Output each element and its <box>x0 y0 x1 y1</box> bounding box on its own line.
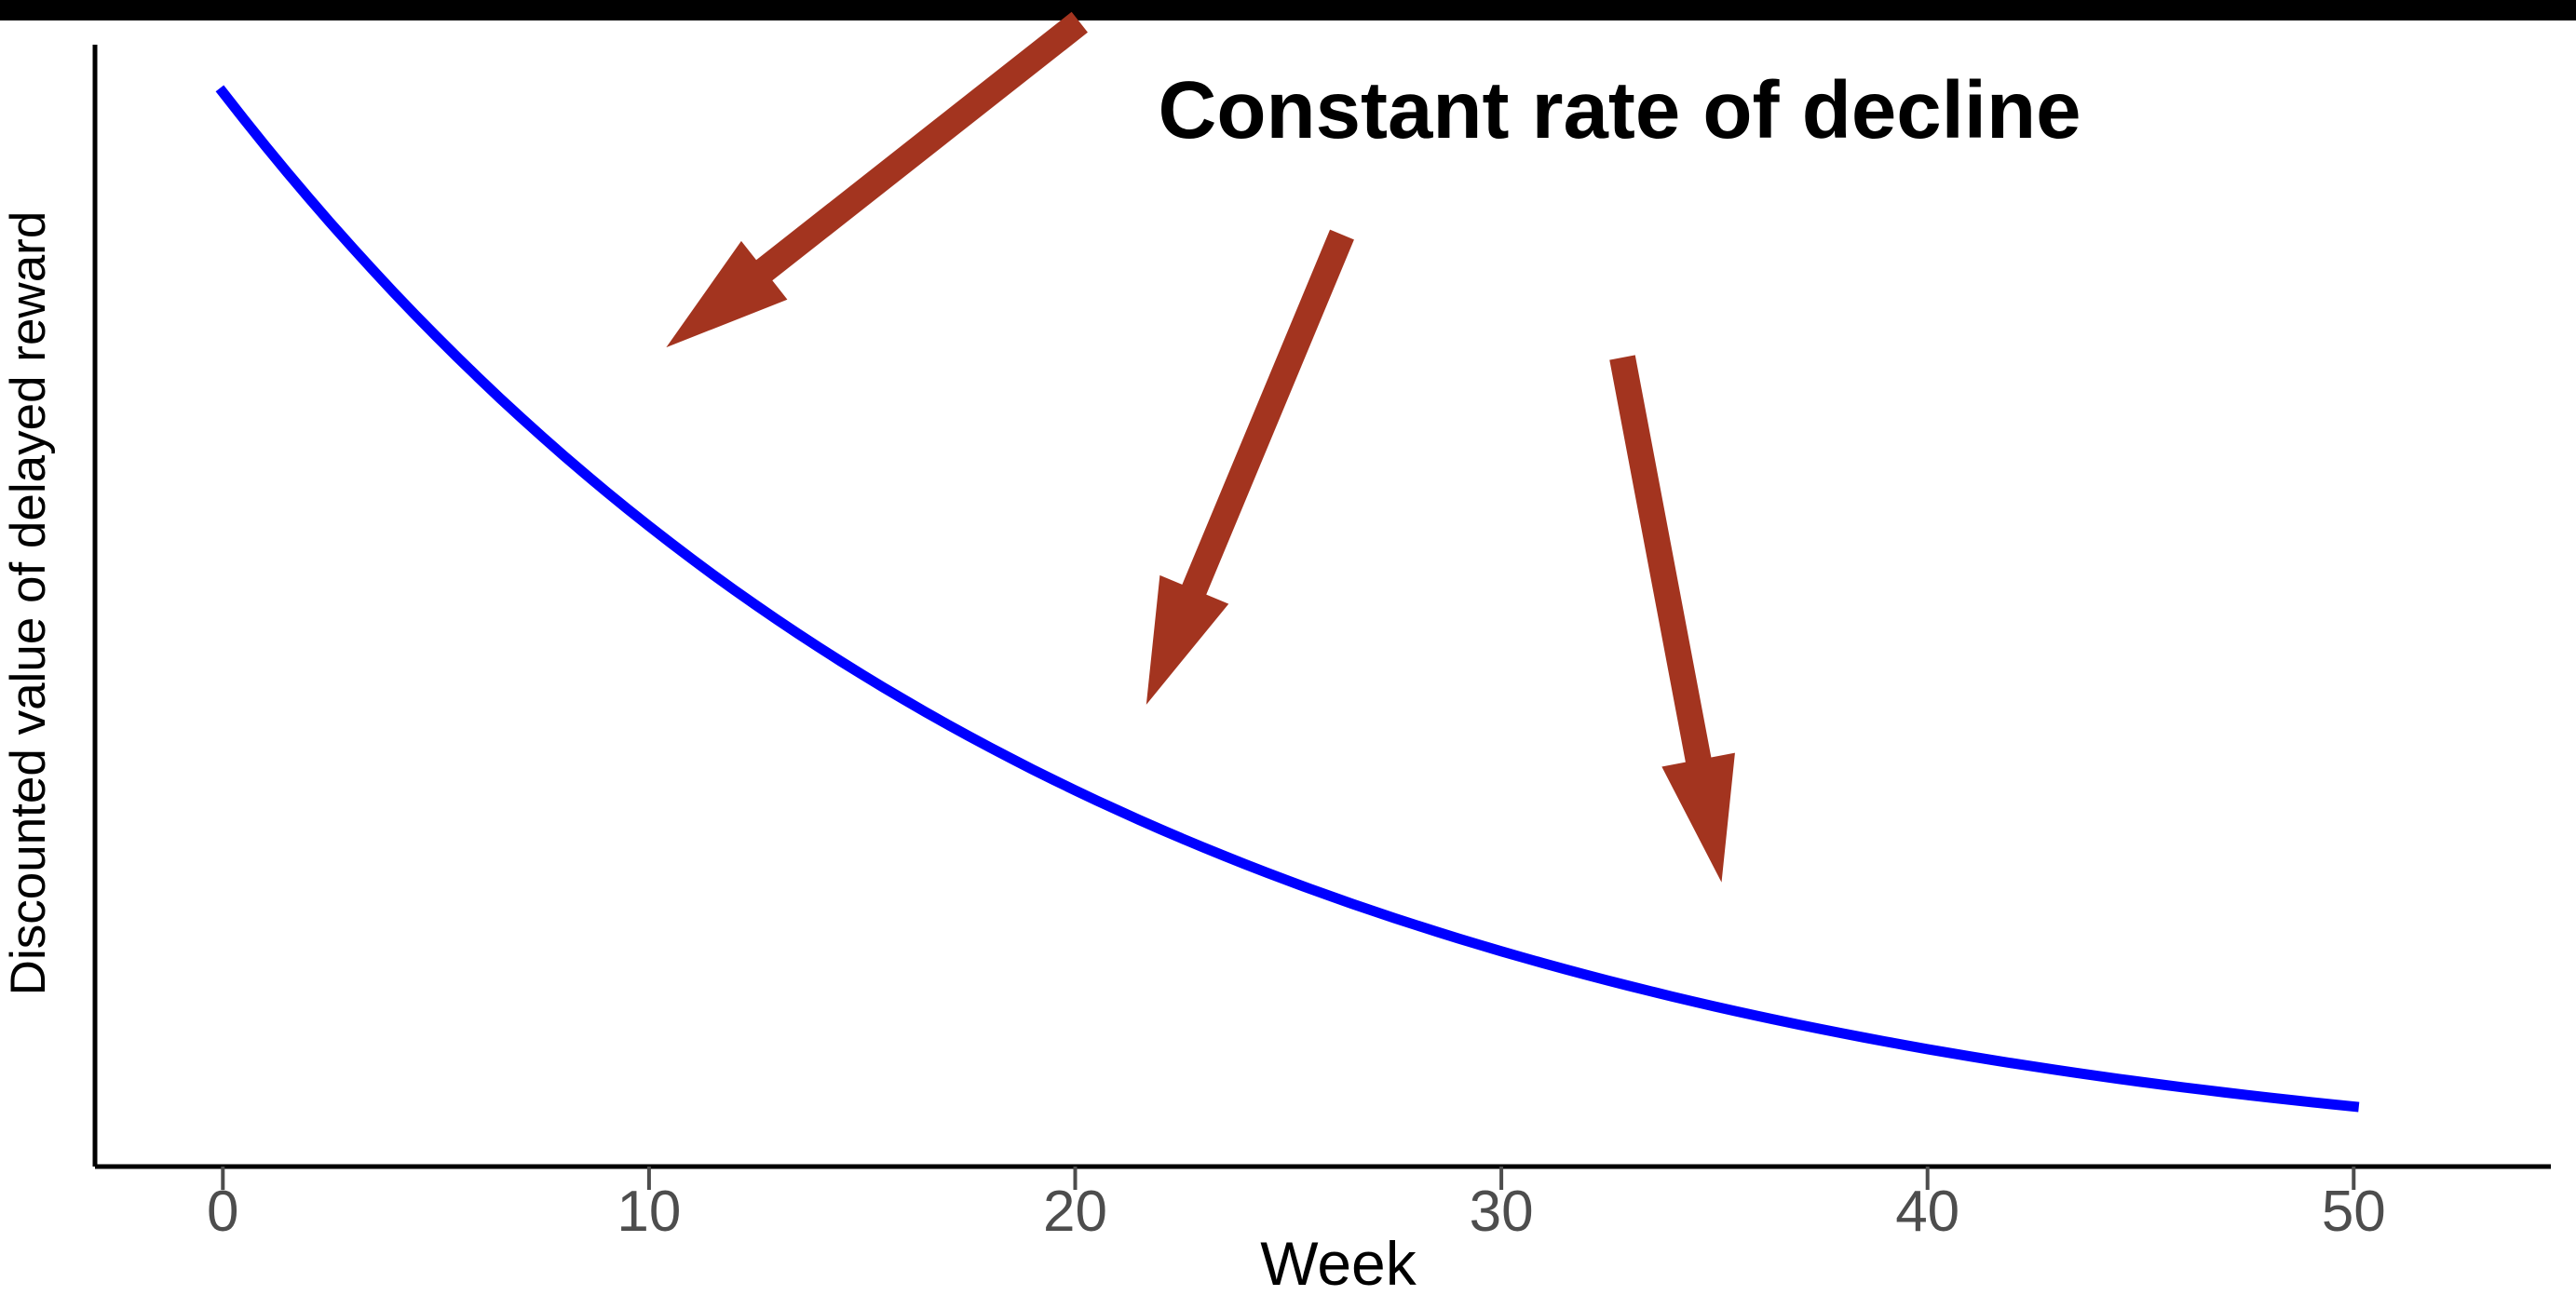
svg-text:50: 50 <box>2322 1180 2386 1244</box>
svg-text:10: 10 <box>617 1180 681 1244</box>
svg-text:Week: Week <box>1260 1229 1417 1298</box>
svg-text:30: 30 <box>1470 1180 1534 1244</box>
svg-text:20: 20 <box>1043 1180 1107 1244</box>
svg-text:0: 0 <box>207 1180 238 1244</box>
svg-text:40: 40 <box>1895 1180 1959 1244</box>
svg-text:Discounted value of delayed re: Discounted value of delayed reward <box>1 211 56 996</box>
svg-text:Constant rate of decline: Constant rate of decline <box>1159 65 2081 155</box>
